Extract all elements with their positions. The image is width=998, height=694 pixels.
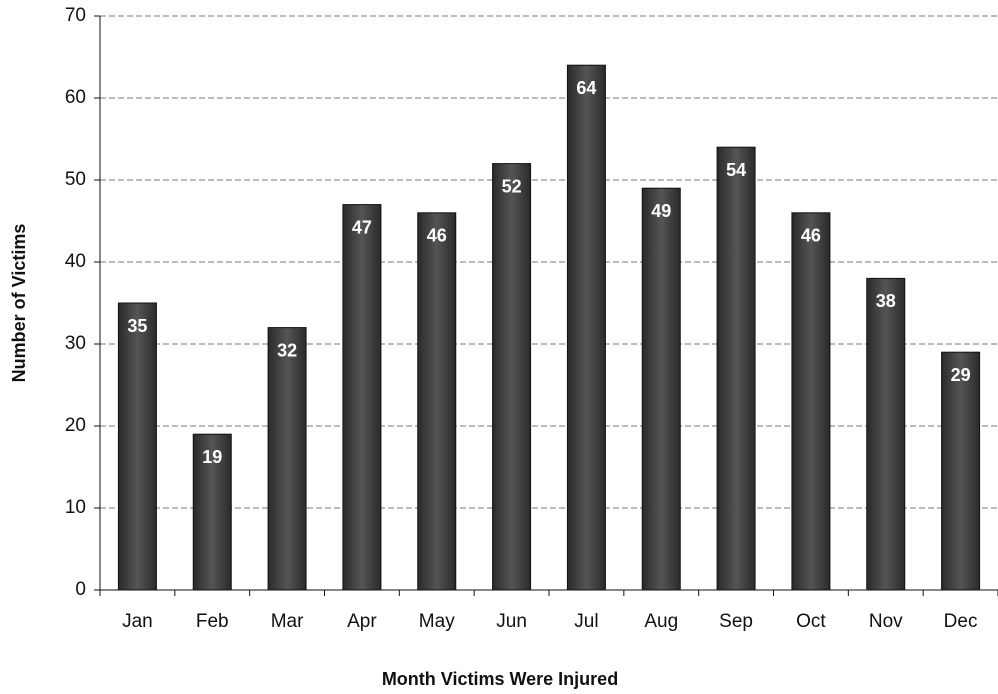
x-tick-label: Sep <box>719 611 753 632</box>
x-tick-label: Jul <box>574 611 598 632</box>
bar <box>267 327 307 591</box>
bar <box>791 212 831 591</box>
x-tick-label: Oct <box>796 611 826 632</box>
y-tick-label: 50 <box>65 169 86 190</box>
bar <box>192 433 232 591</box>
y-tick-label: 10 <box>65 497 86 518</box>
x-tick-label: Apr <box>347 611 377 632</box>
x-tick-label: Mar <box>271 611 304 632</box>
bar <box>641 187 681 591</box>
x-tick-label: Dec <box>944 611 978 632</box>
value-label: 49 <box>651 201 671 221</box>
bar <box>342 204 382 591</box>
value-label: 52 <box>502 176 522 196</box>
value-label: 38 <box>876 291 896 311</box>
value-label: 46 <box>427 226 447 246</box>
value-label: 54 <box>726 160 746 180</box>
y-tick-label: 60 <box>65 87 86 108</box>
bar <box>117 302 157 591</box>
x-tick-label: May <box>419 611 455 632</box>
value-label: 19 <box>202 447 222 467</box>
bar <box>941 351 981 591</box>
y-tick-label: 0 <box>75 579 86 600</box>
value-label: 46 <box>801 226 821 246</box>
x-tick-label: Nov <box>869 611 903 632</box>
value-label: 32 <box>277 340 297 360</box>
bar <box>716 146 756 591</box>
x-axis-title: Month Victims Were Injured <box>382 669 618 689</box>
value-label: 47 <box>352 217 372 237</box>
y-tick-label: 20 <box>65 415 86 436</box>
y-tick-label: 70 <box>65 5 86 26</box>
y-tick-label: 30 <box>65 333 86 354</box>
x-tick-label: Jan <box>122 611 153 632</box>
x-tick-label: Feb <box>196 611 229 632</box>
bar <box>866 277 906 591</box>
value-label: 35 <box>127 316 147 336</box>
x-tick-label: Jun <box>496 611 527 632</box>
bar <box>417 212 457 591</box>
bar <box>566 64 606 591</box>
value-label: 64 <box>576 78 596 98</box>
y-axis-title: Number of Victims <box>9 224 29 383</box>
x-tick-label: Aug <box>644 611 678 632</box>
bar <box>492 163 532 591</box>
y-tick-label: 40 <box>65 251 86 272</box>
value-label: 29 <box>951 365 971 385</box>
